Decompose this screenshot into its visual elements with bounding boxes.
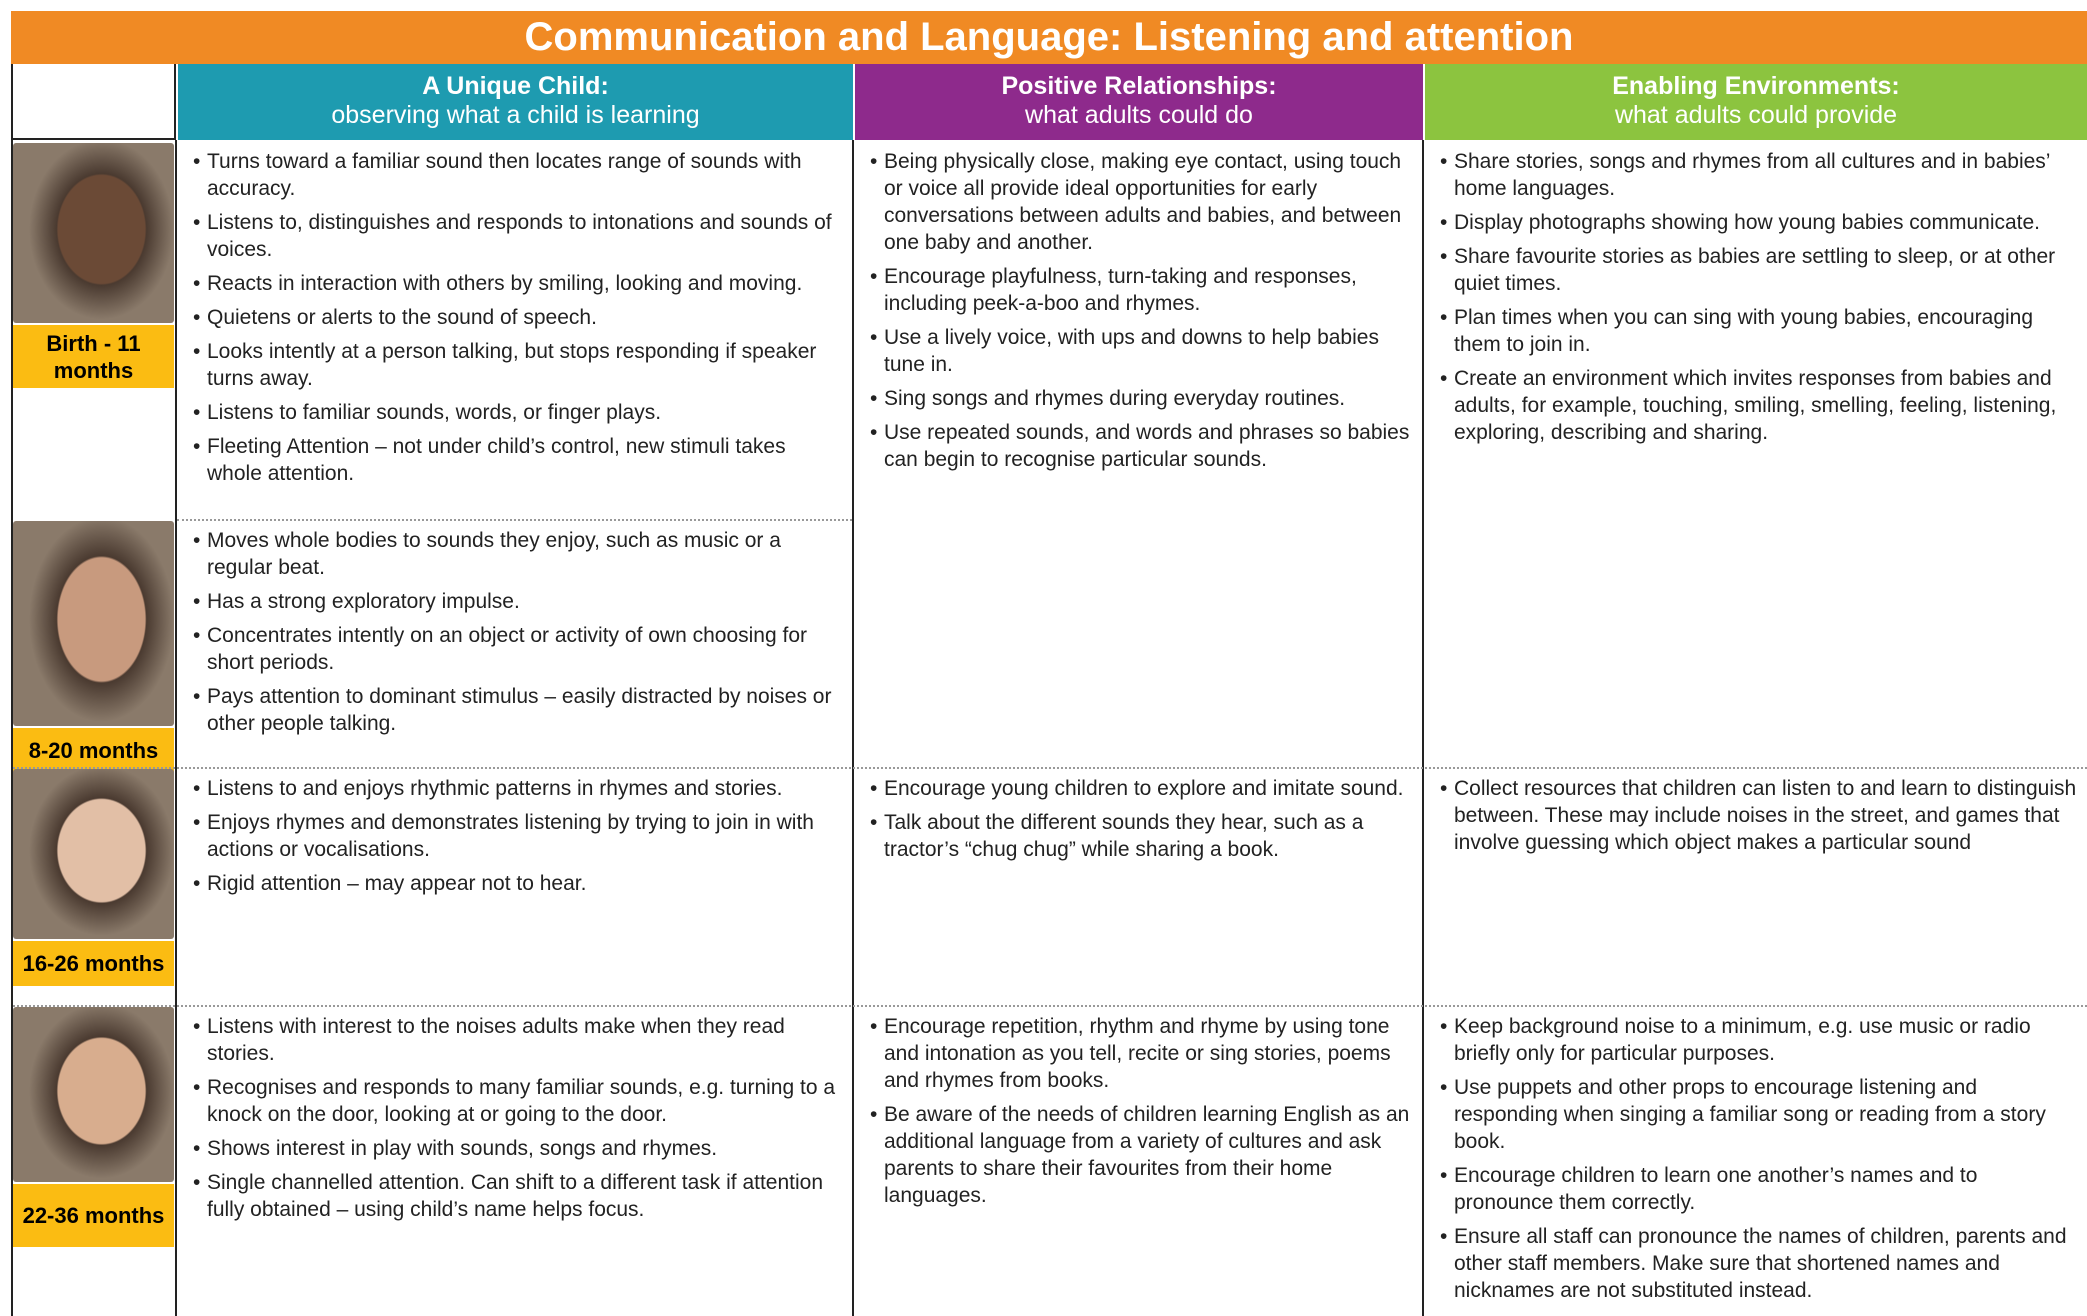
bullet-item: Encourage playfulness, turn-taking and r… [870, 263, 1412, 317]
bullet-item: Be aware of the needs of children learni… [870, 1101, 1412, 1209]
bullet-list: Turns toward a familiar sound then locat… [193, 148, 842, 487]
child-photo [13, 143, 174, 323]
bullet-list: Encourage young children to explore and … [870, 775, 1412, 863]
cell: Encourage young children to explore and … [854, 767, 1422, 1005]
column-header: Positive Relationships: what adults could… [853, 64, 1423, 140]
row-divider [13, 767, 2087, 769]
bullet-list: Moves whole bodies to sounds they enjoy,… [193, 527, 842, 737]
corner-cell [11, 64, 176, 140]
bullet-item: Plan times when you can sing with young … [1440, 304, 2077, 358]
child-photo [13, 1007, 174, 1182]
column-title: A Unique Child: [422, 72, 609, 100]
border [1422, 140, 1424, 1316]
bullet-list: Listens to and enjoys rhythmic patterns … [193, 775, 842, 897]
age-label: 22-36 months [13, 1184, 174, 1247]
cell: Listens to and enjoys rhythmic patterns … [177, 767, 852, 1005]
bullet-item: Recognises and responds to many familiar… [193, 1074, 842, 1128]
bullet-item: Use a lively voice, with ups and downs t… [870, 324, 1412, 378]
age-label: 16-26 months [13, 941, 174, 986]
bullet-item: Quietens or alerts to the sound of speec… [193, 304, 842, 331]
bullet-item: Collect resources that children can list… [1440, 775, 2077, 856]
column-subtitle: what adults could do [1025, 101, 1253, 129]
cell: Being physically close, making eye conta… [854, 140, 1422, 767]
bullet-item: Create an environment which invites resp… [1440, 365, 2077, 446]
bullet-item: Single channelled attention. Can shift t… [193, 1169, 842, 1223]
bullet-list: Listens with interest to the noises adul… [193, 1013, 842, 1223]
bullet-item: Has a strong exploratory impulse. [193, 588, 842, 615]
bullet-item: Listens with interest to the noises adul… [193, 1013, 842, 1067]
bullet-item: Display photographs showing how young ba… [1440, 209, 2077, 236]
bullet-item: Share stories, songs and rhymes from all… [1440, 148, 2077, 202]
bullet-item: Concentrates intently on an object or ac… [193, 622, 842, 676]
border [11, 140, 13, 1316]
cell: Share stories, songs and rhymes from all… [1424, 140, 2087, 767]
bullet-item: Ensure all staff can pronounce the names… [1440, 1223, 2077, 1304]
bullet-item: Encourage children to learn one another’… [1440, 1162, 2077, 1216]
bullet-list: Encourage repetition, rhythm and rhyme b… [870, 1013, 1412, 1209]
border [175, 140, 177, 1316]
age-label: 8-20 months [13, 728, 174, 773]
bullet-item: Use puppets and other props to encourage… [1440, 1074, 2077, 1155]
row-divider [177, 519, 852, 521]
bullet-item: Keep background noise to a minimum, e.g.… [1440, 1013, 2077, 1067]
child-photo [13, 521, 174, 726]
bullet-item: Turns toward a familiar sound then locat… [193, 148, 842, 202]
bullet-item: Listens to familiar sounds, words, or fi… [193, 399, 842, 426]
bullet-item: Looks intently at a person talking, but … [193, 338, 842, 392]
bullet-item: Pays attention to dominant stimulus – ea… [193, 683, 842, 737]
bullet-item: Use repeated sounds, and words and phras… [870, 419, 1412, 473]
bullet-item: Fleeting Attention – not under child’s c… [193, 433, 842, 487]
bullet-item: Talk about the different sounds they hea… [870, 809, 1412, 863]
bullet-item: Listens to, distinguishes and responds t… [193, 209, 842, 263]
column-title: Positive Relationships: [1001, 72, 1277, 100]
cell: Listens with interest to the noises adul… [177, 1005, 852, 1316]
cell: Moves whole bodies to sounds they enjoy,… [177, 519, 852, 767]
bullet-list: Share stories, songs and rhymes from all… [1440, 148, 2077, 446]
bullet-item: Rigid attention – may appear not to hear… [193, 870, 842, 897]
row-divider [13, 1005, 2087, 1007]
bullet-list: Keep background noise to a minimum, e.g.… [1440, 1013, 2077, 1304]
bullet-item: Share favourite stories as babies are se… [1440, 243, 2077, 297]
column-subtitle: observing what a child is learning [331, 101, 700, 129]
bullet-item: Encourage repetition, rhythm and rhyme b… [870, 1013, 1412, 1094]
bullet-item: Listens to and enjoys rhythmic patterns … [193, 775, 842, 802]
column-title: Enabling Environments: [1612, 72, 1900, 100]
bullet-list: Being physically close, making eye conta… [870, 148, 1412, 473]
age-label: Birth - 11 months [13, 325, 174, 388]
border [852, 140, 854, 1316]
bullet-item: Reacts in interaction with others by smi… [193, 270, 842, 297]
title-bar: Communication and Language: Listening an… [11, 11, 2087, 64]
cell: Keep background noise to a minimum, e.g.… [1424, 1005, 2087, 1316]
cell: Encourage repetition, rhythm and rhyme b… [854, 1005, 1422, 1316]
child-photo [13, 769, 174, 939]
bullet-list: Collect resources that children can list… [1440, 775, 2077, 856]
column-header: A Unique Child: observing what a child is… [176, 64, 853, 140]
bullet-item: Encourage young children to explore and … [870, 775, 1412, 802]
cell: Turns toward a familiar sound then locat… [177, 140, 852, 519]
column-subtitle: what adults could provide [1614, 101, 1898, 129]
bullet-item: Sing songs and rhymes during everyday ro… [870, 385, 1412, 412]
bullet-item: Shows interest in play with sounds, song… [193, 1135, 842, 1162]
bullet-item: Enjoys rhymes and demonstrates listening… [193, 809, 842, 863]
bullet-item: Being physically close, making eye conta… [870, 148, 1412, 256]
bullet-item: Moves whole bodies to sounds they enjoy,… [193, 527, 842, 581]
column-header: Enabling Environments: what adults could … [1423, 64, 2087, 140]
cell: Collect resources that children can list… [1424, 767, 2087, 1005]
